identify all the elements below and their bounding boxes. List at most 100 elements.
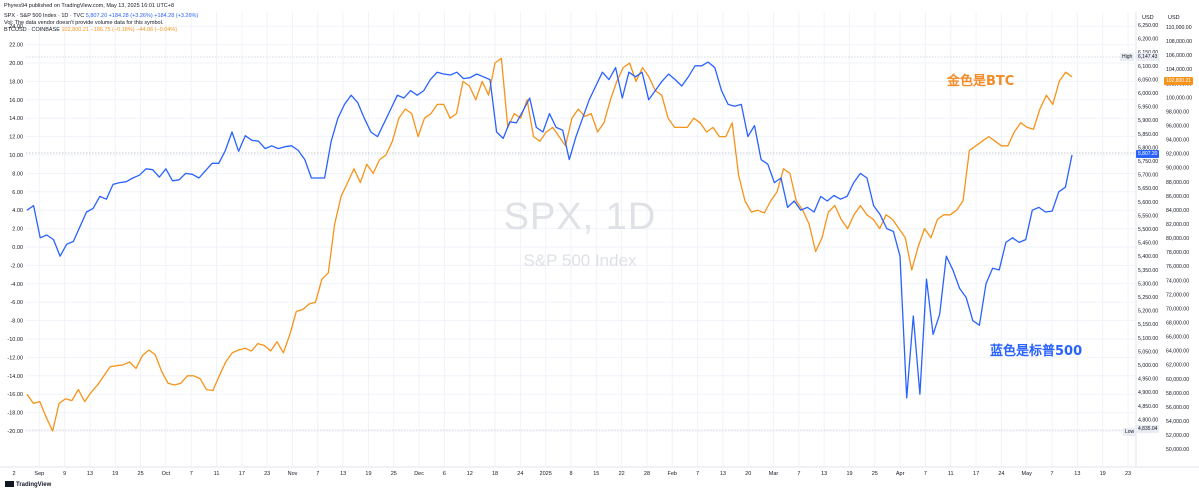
left-tick-label: -4.00 xyxy=(10,282,23,288)
time-tick-label: 17 xyxy=(973,471,979,477)
btc-tick-label: 74,000.00 xyxy=(1166,278,1189,284)
left-tick-label: 24.00 xyxy=(9,24,23,30)
time-tick-label: 2025 xyxy=(540,471,552,477)
btc-price-axis[interactable]: 110,000.00 108,000.00 106,000.00 104,000.00… xyxy=(1166,25,1192,453)
btc-values: 102,800.21 −186.75 (−0.18%) −44.06 (−0.0… xyxy=(61,27,178,33)
time-tick-label: Nov xyxy=(288,471,298,477)
left-tick-label: -18.00 xyxy=(7,411,23,417)
btc-tick-label: 100,000.00 xyxy=(1166,95,1192,101)
low-label-tag: Low xyxy=(1123,428,1137,436)
watermark-name: S&P 500 Index xyxy=(523,251,637,270)
high-value-tag: 6,147.43 xyxy=(1136,53,1160,61)
time-tick-label: 13 xyxy=(720,471,726,477)
time-tick-label: 19 xyxy=(846,471,852,477)
btc-tick-label: 106,000.00 xyxy=(1166,53,1192,59)
gold-annotation: 金色是BTC xyxy=(947,74,1015,89)
left-tick-label: -6.00 xyxy=(10,300,23,306)
time-tick-label: 22 xyxy=(619,471,625,477)
spx-tick-label: 6,100.00 xyxy=(1138,64,1158,70)
spx-tick-label: 5,850.00 xyxy=(1138,132,1158,138)
left-tick-label: -10.00 xyxy=(7,337,23,343)
time-tick-label: 7 xyxy=(1051,471,1054,477)
btc-line xyxy=(26,57,1073,432)
time-tick-label: 25 xyxy=(872,471,878,477)
time-tick-label: Apr xyxy=(896,471,905,477)
time-tick-label: 8 xyxy=(569,471,572,477)
btc-tick-label: 108,000.00 xyxy=(1166,39,1192,45)
spx-legend[interactable]: SPX · S&P 500 Index · 1D · TVC 5,807.20 … xyxy=(4,13,198,20)
spx-tick-label: 5,200.00 xyxy=(1138,309,1158,315)
spx-tick-label: 4,900.00 xyxy=(1138,390,1158,396)
time-tick-label: 23 xyxy=(264,471,270,477)
time-tick-label: 7 xyxy=(797,471,800,477)
time-tick-label: 25 xyxy=(138,471,144,477)
left-tick-label: 10.00 xyxy=(9,153,23,159)
time-tick-label: 6 xyxy=(443,471,446,477)
left-tick-label: 18.00 xyxy=(9,79,23,85)
time-tick-label: 18 xyxy=(492,471,498,477)
left-tick-label: -20.00 xyxy=(7,429,23,435)
time-tick-label: 13 xyxy=(1074,471,1080,477)
spx-tick-label: 5,750.00 xyxy=(1138,159,1158,165)
left-tick-label: 14.00 xyxy=(9,116,23,122)
left-tick-label: 0.00 xyxy=(12,245,23,251)
spx-tick-label: 5,350.00 xyxy=(1138,268,1158,274)
spx-tick-label: 5,450.00 xyxy=(1138,241,1158,247)
btc-tick-label: 50,000.00 xyxy=(1166,447,1189,453)
left-tick-label: -8.00 xyxy=(10,319,23,325)
tradingview-logo[interactable]: TradingView xyxy=(5,481,51,488)
btc-tick-label: 82,000.00 xyxy=(1166,222,1189,228)
left-tick-label: 16.00 xyxy=(9,98,23,104)
reference-lines xyxy=(26,56,1135,431)
low-value-tag: 4,835.04 xyxy=(1136,425,1160,433)
spx-line xyxy=(26,61,1073,399)
high-label-tag: High xyxy=(1120,53,1135,61)
spx-tick-label: 4,950.00 xyxy=(1138,377,1158,383)
time-tick-label: 24 xyxy=(998,471,1004,477)
left-tick-label: 20.00 xyxy=(9,61,23,67)
time-tick-label: May xyxy=(1022,471,1033,477)
time-tick-label: Sep xyxy=(34,471,44,477)
left-axis: 24.00 22.00 20.00 18.00 16.00 14.00 12.00 10.00… xyxy=(7,24,23,435)
spx-tick-label: 6,200.00 xyxy=(1138,37,1158,43)
tradingview-icon xyxy=(5,481,14,487)
left-tick-label: 2.00 xyxy=(12,227,23,233)
time-tick-label: 20 xyxy=(745,471,751,477)
volume-note: Vol: The data vendor doesn't provide vol… xyxy=(4,20,164,26)
btc-tick-label: 90,000.00 xyxy=(1166,166,1189,172)
btc-tick-label: 54,000.00 xyxy=(1166,419,1189,425)
btc-tick-label: 86,000.00 xyxy=(1166,194,1189,200)
spx-tick-label: 5,150.00 xyxy=(1138,322,1158,328)
left-tick-label: -16.00 xyxy=(7,392,23,398)
spx-values: 5,807.20 +184.28 (+3.26%) +184.28 (+3.26… xyxy=(85,13,199,19)
btc-axis-unit: USD xyxy=(1168,15,1180,21)
left-tick-label: 22.00 xyxy=(9,43,23,49)
btc-tick-label: 110,000.00 xyxy=(1166,25,1192,31)
spx-tick-label: 5,400.00 xyxy=(1138,254,1158,260)
time-axis[interactable]: 2 Sep 9 13 19 25 Oct 7 11 17 23 Nov 7 13 19 25 Dec 6 12 18 2… xyxy=(12,471,1131,477)
time-tick-label: Mar xyxy=(769,471,779,477)
spx-tick-label: 5,550.00 xyxy=(1138,213,1158,219)
series-lines xyxy=(26,57,1073,432)
spx-tick-label: 5,250.00 xyxy=(1138,295,1158,301)
time-tick-label: 13 xyxy=(87,471,93,477)
spx-name: SPX · S&P 500 Index · 1D · TVC xyxy=(4,13,85,19)
btc-name: BTCUSD · COINBASE xyxy=(4,27,60,33)
spx-price-axis[interactable]: 6,250.006,200.006,150.006,100.006,050.00… xyxy=(1138,23,1158,423)
time-tick-label: 7 xyxy=(924,471,927,477)
spx-tick-label: 5,800.00 xyxy=(1138,145,1158,151)
spx-axis-unit: USD xyxy=(1142,15,1154,21)
btc-tick-label: 66,000.00 xyxy=(1166,335,1189,341)
spx-tick-label: 4,850.00 xyxy=(1138,404,1158,410)
time-tick-label: 25 xyxy=(391,471,397,477)
left-tick-label: 4.00 xyxy=(12,208,23,214)
spx-last-price-tag: 5,807.20 xyxy=(1136,150,1160,158)
btc-tick-label: 104,000.00 xyxy=(1166,67,1192,73)
spx-tick-label: 5,300.00 xyxy=(1138,281,1158,287)
time-tick-label: 12 xyxy=(467,471,473,477)
btc-legend[interactable]: BTCUSD · COINBASE 102,800.21 −186.75 (−0… xyxy=(4,27,177,34)
btc-tick-label: 72,000.00 xyxy=(1166,292,1189,298)
btc-tick-label: 92,000.00 xyxy=(1166,152,1189,158)
time-tick-label: Feb xyxy=(668,471,677,477)
